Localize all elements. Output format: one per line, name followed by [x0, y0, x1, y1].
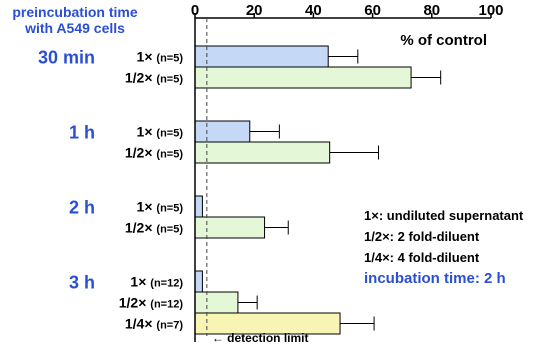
bar — [194, 291, 239, 314]
bar-n-label: (n=12) — [150, 278, 183, 290]
bar-n-label: (n=5) — [156, 149, 183, 161]
bar-n-label: (n=5) — [156, 53, 183, 65]
bar-dilution-label: 1× — [130, 274, 150, 290]
bar-label: 1× (n=12) — [130, 274, 183, 290]
bar-dilution-label: 1/2× — [125, 70, 157, 86]
group-label: 30 min — [38, 48, 95, 68]
bar-n-label: (n=5) — [156, 224, 183, 236]
bar-dilution-label: 1× — [137, 124, 157, 140]
legend-entry: 1/4×: 4 fold-diluent — [364, 250, 480, 265]
bar-label: 1/2× (n=5) — [125, 145, 183, 161]
bar — [194, 270, 203, 293]
bar-dilution-label: 1/4× — [125, 316, 157, 332]
x-axis-title: % of control — [400, 32, 487, 49]
bar — [194, 120, 251, 143]
bar-n-label: (n=7) — [156, 320, 183, 332]
bar-dilution-label: 1/2× — [125, 220, 157, 236]
bar-dilution-label: 1/2× — [125, 145, 157, 161]
bar — [194, 141, 331, 164]
bar-dilution-label: 1× — [137, 49, 157, 65]
bar-n-label: (n=5) — [156, 203, 183, 215]
bar-label: 1× (n=5) — [137, 49, 184, 65]
bar — [194, 66, 412, 89]
bar — [194, 45, 329, 68]
bar-label: 1× (n=5) — [137, 199, 184, 215]
detection-limit-label: ← detection limit — [212, 331, 309, 345]
bar — [194, 216, 266, 239]
bar-dilution-label: 1× — [137, 199, 157, 215]
legend-entry: 1×: undiluted supernatant — [364, 208, 524, 223]
bar-label: 1/2× (n=5) — [125, 220, 183, 236]
bar-n-label: (n=5) — [156, 128, 183, 140]
header-line2: with A549 cells — [25, 20, 125, 36]
x-tick-label: 60 — [364, 2, 381, 19]
bar-n-label: (n=12) — [150, 299, 183, 311]
bar-label: 1/2× (n=5) — [125, 70, 183, 86]
bar-n-label: (n=5) — [156, 74, 183, 86]
header-title: preincubation time with A549 cells — [0, 4, 150, 36]
legend-entry: 1/2×: 2 fold-diluent — [364, 229, 480, 244]
bar-label: 1× (n=5) — [137, 124, 184, 140]
group-label: 1 h — [69, 123, 95, 143]
header-line1: preincubation time — [12, 4, 138, 20]
x-tick-label: 80 — [423, 2, 440, 19]
bar — [194, 195, 203, 218]
x-tick-label: 0 — [191, 2, 199, 19]
bar-dilution-label: 1/2× — [119, 295, 151, 311]
group-label: 3 h — [69, 273, 95, 293]
x-tick-label: 100 — [478, 2, 503, 19]
legend-entry: incubation time: 2 h — [364, 270, 506, 287]
bar-label: 1/2× (n=12) — [119, 295, 184, 311]
x-tick-label: 20 — [246, 2, 263, 19]
bar-label: 1/4× (n=7) — [125, 316, 183, 332]
x-tick-label: 40 — [305, 2, 322, 19]
group-label: 2 h — [69, 198, 95, 218]
